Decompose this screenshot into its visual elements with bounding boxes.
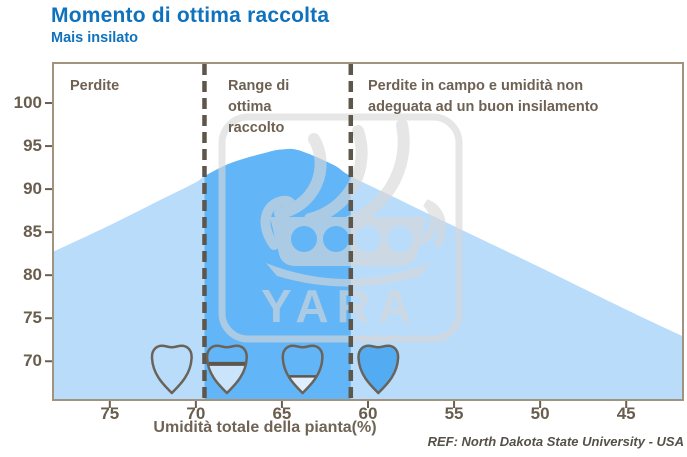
x-tick-label: 60 — [358, 404, 378, 423]
y-tick-label: 100 — [13, 93, 42, 113]
x-tick-label: 55 — [444, 404, 464, 423]
kernel-outline — [357, 344, 400, 395]
page-subtitle: Mais insilato — [51, 30, 139, 46]
x-tick-label: 65 — [272, 404, 292, 423]
x-tick-label: 45 — [616, 404, 636, 423]
x-axis-title: Umidità totale della pianta(%) — [153, 419, 377, 436]
y-tick-label: 95 — [23, 136, 42, 156]
zone-label-optimal-range: Range di ottima raccolto — [228, 78, 290, 136]
y-tick-label: 80 — [23, 265, 42, 285]
x-tick-label: 50 — [530, 404, 550, 423]
plot-border — [52, 62, 684, 401]
yara-logo-watermark — [205, 100, 485, 360]
zone-label-perdite: Perdite — [70, 78, 120, 94]
zone-label-field-losses: Perdite in campo e umidità non adeguata … — [368, 78, 599, 115]
y-tick-label: 85 — [23, 222, 42, 242]
kernel-outline — [150, 344, 193, 395]
page-title: Momento di ottima raccolta — [51, 4, 330, 27]
y-tick-label: 70 — [23, 351, 42, 371]
y-tick-label: 90 — [23, 179, 42, 199]
axis-tick-marks — [45, 102, 628, 408]
x-tick-label: 75 — [100, 404, 120, 423]
reference-note: REF: North Dakota State University - USA — [427, 434, 684, 449]
kernel-outline — [205, 344, 248, 395]
optimal-range-boundaries — [202, 64, 354, 399]
y-tick-label: 75 — [23, 308, 42, 328]
x-tick-label: 70 — [186, 404, 206, 423]
kernel-outline — [281, 344, 324, 395]
kernel-milkline-stage-1-icon — [150, 344, 193, 395]
